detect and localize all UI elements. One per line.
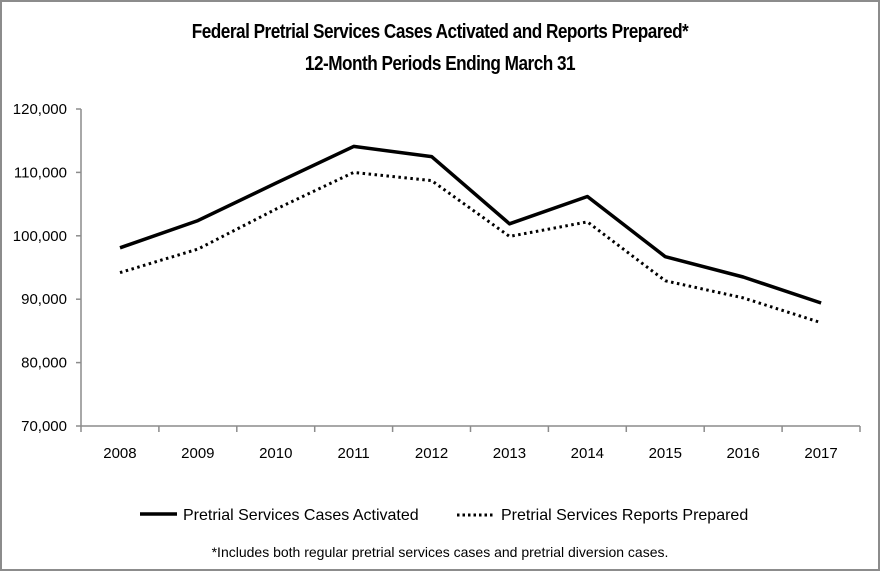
footnote: *Includes both regular pretrial services… — [212, 544, 669, 560]
axes — [76, 108, 861, 432]
series-line-reports-prepared — [119, 170, 822, 325]
x-tick-label: 2017 — [804, 445, 837, 462]
legend-item-reports-prepared: Pretrial Services Reports Prepared — [457, 507, 748, 524]
x-tick-label: 2014 — [571, 445, 604, 462]
legend-item-cases-activated: Pretrial Services Cases Activated — [140, 507, 419, 524]
y-tick-labels: 70,000 80,000 90,000 100,000 110,000 120,000 — [13, 101, 67, 435]
x-tick-label: 2016 — [726, 445, 759, 462]
x-tick-label: 2010 — [259, 445, 292, 462]
legend-label-reports-prepared: Pretrial Services Reports Prepared — [501, 507, 748, 524]
y-tick-label: 110,000 — [14, 164, 67, 181]
y-tick-label: 80,000 — [21, 355, 67, 372]
x-tick-labels: 2008 2009 2010 2011 2012 2013 2014 2015 2016 2017 — [103, 445, 837, 462]
x-tick-label: 2008 — [103, 445, 136, 462]
series-lines — [119, 144, 822, 325]
x-tick-label: 2011 — [338, 445, 370, 462]
y-tick-label: 70,000 — [21, 418, 67, 435]
x-tick-label: 2009 — [181, 445, 214, 462]
x-tick-label: 2013 — [493, 445, 526, 462]
y-tick-label: 100,000 — [13, 228, 67, 245]
series-line-cases-activated — [119, 144, 822, 305]
y-tick-label: 120,000 — [13, 101, 67, 118]
x-tick-label: 2012 — [415, 445, 448, 462]
chart-subtitle: 12-Month Periods Ending March 31 — [304, 53, 576, 75]
chart-title: Federal Pretrial Services Cases Activate… — [191, 21, 689, 43]
legend-label-cases-activated: Pretrial Services Cases Activated — [183, 507, 419, 524]
legend: Pretrial Services Cases Activated Pretri… — [140, 507, 748, 524]
x-tick-label: 2015 — [649, 445, 682, 462]
y-tick-label: 90,000 — [21, 291, 67, 308]
